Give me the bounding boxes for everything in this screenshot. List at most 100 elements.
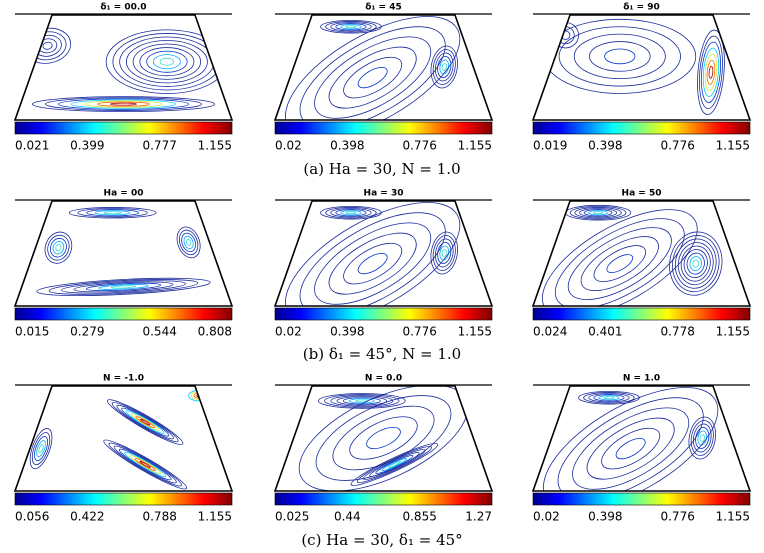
streamline [315, 395, 452, 481]
streamline [340, 24, 362, 30]
streamline [31, 432, 51, 466]
streamline [583, 209, 613, 217]
colorbar-tick-label: 0.788 [142, 510, 176, 524]
panel: Ha = 00 0.015 0.279 0.544 0.808 [13, 189, 234, 339]
streamline [125, 410, 165, 434]
streamline [340, 210, 362, 216]
streamline [567, 227, 672, 300]
streamlines [541, 204, 723, 306]
streamline [325, 21, 377, 33]
streamline [601, 427, 661, 470]
streamline [698, 35, 723, 109]
streamline [111, 402, 179, 443]
streamline [586, 417, 675, 480]
streamline [328, 232, 417, 295]
streamline [299, 212, 446, 306]
streamline [285, 16, 461, 120]
colorbar-tick-label: 0.855 [402, 510, 436, 524]
streamline [36, 440, 46, 458]
streamlines [543, 18, 725, 115]
streamline [139, 47, 195, 77]
colorbar-tick-label: 1.155 [716, 139, 750, 153]
streamline [593, 245, 647, 282]
streamlines [29, 389, 211, 490]
streamline [603, 396, 615, 400]
colorbar-tick-label: 0.778 [660, 325, 694, 339]
streamline [134, 457, 156, 472]
streamline [317, 393, 406, 409]
streamline [580, 236, 659, 291]
colorbar-tick-label: 0.056 [15, 510, 49, 524]
streamline [677, 242, 714, 286]
cavity [531, 385, 752, 492]
streamline [38, 444, 44, 454]
streamline [434, 238, 454, 268]
streamline [593, 211, 604, 215]
streamline [52, 241, 65, 255]
streamline [543, 18, 697, 94]
streamline [554, 218, 685, 306]
panel: N = 1.0 0.02 0.398 0.776 1.155 [531, 374, 752, 524]
colorbar-tick-label: 0.02 [533, 510, 560, 524]
colorbar-tick-label: 1.155 [198, 510, 232, 524]
streamline [569, 205, 627, 220]
streamline [356, 446, 432, 483]
colorbar-tick-label: 0.808 [198, 325, 232, 339]
streamline [116, 404, 174, 440]
streamline [692, 423, 712, 453]
panel: δ₁ = 45 0.02 0.398 0.776 1.155 [273, 3, 494, 153]
panel-title: δ₁ = 90 [623, 3, 659, 13]
colorbar-tick-label: 0.544 [142, 325, 176, 339]
streamline [178, 229, 199, 256]
streamline [324, 394, 400, 408]
colorbar [274, 307, 493, 321]
streamline [357, 67, 388, 89]
colorbar-tick-label: 0.015 [15, 325, 49, 339]
streamline [314, 222, 432, 305]
streamline [107, 399, 184, 445]
streamline [437, 56, 452, 78]
colorbar-tick-label: 0.776 [402, 325, 436, 339]
colorbar [14, 307, 233, 321]
streamline [129, 454, 162, 475]
colorbar [14, 492, 233, 506]
streamline [36, 277, 211, 297]
streamline [336, 396, 387, 406]
streamline [350, 443, 439, 486]
colorbar-tick-label: 1.155 [458, 325, 492, 339]
streamline [699, 434, 705, 442]
streamline [330, 395, 394, 407]
cavity [273, 14, 494, 121]
streamline [357, 253, 388, 275]
streamline [61, 280, 186, 294]
streamline [688, 416, 717, 460]
streamline [345, 211, 357, 215]
streamline [135, 416, 156, 429]
cavity [13, 385, 234, 492]
streamline [432, 235, 456, 271]
streamline [692, 259, 700, 268]
colorbar-tick-label: 0.019 [533, 139, 567, 153]
colorbar [274, 492, 493, 506]
colorbar-tick-label: 0.777 [142, 139, 176, 153]
panel-title: Ha = 30 [364, 189, 404, 199]
cavity [273, 385, 494, 492]
streamlines [285, 202, 461, 306]
streamline [152, 54, 181, 70]
streamline [335, 23, 367, 31]
streamline [73, 281, 174, 293]
streamline [299, 26, 446, 120]
streamline [690, 420, 714, 456]
panel-title: Ha = 50 [622, 189, 662, 199]
streamline [708, 65, 714, 79]
streamlines [23, 27, 229, 112]
panel: Ha = 30 0.02 0.398 0.776 1.155 [273, 189, 494, 339]
streamline [604, 48, 636, 65]
colorbar-tick-label: 0.398 [330, 139, 364, 153]
colorbar [532, 307, 751, 321]
streamline [125, 40, 208, 84]
streamline [314, 36, 432, 119]
cavity [531, 200, 752, 307]
streamline [140, 418, 151, 426]
streamlines [543, 387, 719, 491]
